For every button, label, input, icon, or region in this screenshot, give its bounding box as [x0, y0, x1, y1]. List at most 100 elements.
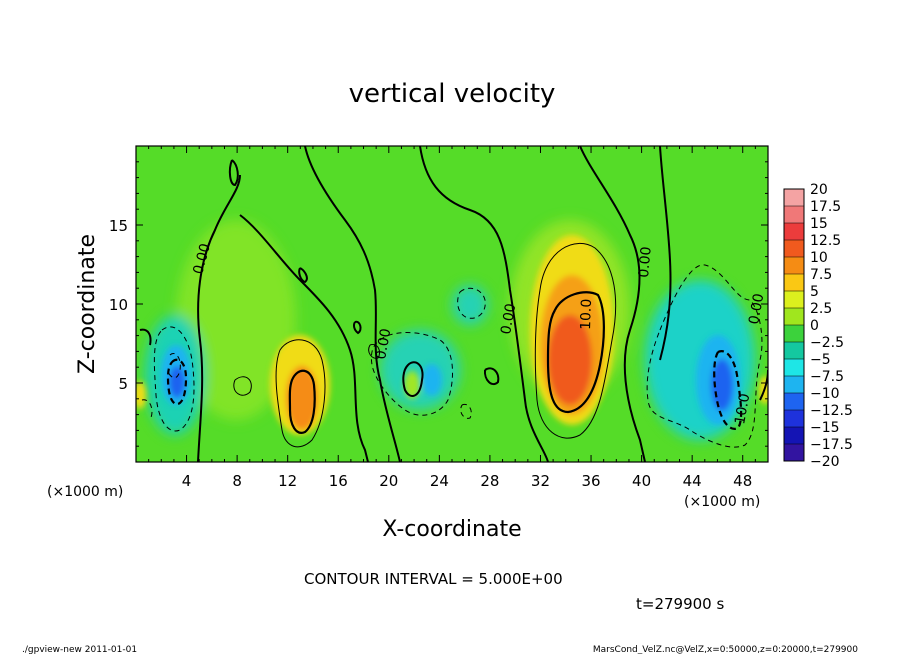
ten-contour: [546, 291, 605, 414]
colorbar-segment: [784, 189, 804, 207]
zero-contour: [228, 159, 239, 187]
colorbar-label: −2.5: [810, 335, 844, 351]
x-axis-title: X-coordinate: [382, 517, 521, 542]
contour-lines: [139, 146, 768, 462]
field-cores: [136, 235, 768, 435]
colorbar-segment: [784, 393, 804, 411]
x-tick-label: 28: [480, 472, 499, 490]
weak-downdraft-region: [380, 330, 460, 410]
y-tick-label: 5: [118, 375, 128, 393]
zero-contour: [304, 146, 401, 462]
contour-label: 10.0: [732, 392, 753, 425]
colorbar-label: −7.5: [810, 369, 844, 385]
zero-contour: [197, 174, 241, 462]
positive-contour: [368, 343, 381, 359]
updraft-core-right-inner: [548, 315, 592, 405]
colorbar-segment: [784, 325, 804, 343]
ten-contour: [288, 369, 316, 434]
downdraft-core-right-inner: [711, 359, 733, 411]
downdraft-core-center: [422, 364, 442, 396]
x-tick-label: 16: [329, 472, 348, 490]
colorbar-frame: [783, 188, 805, 462]
plot-area: 0.00 0.00 0.00 0.00 0.00 10.0 10.0: [136, 146, 768, 462]
colorbar-label: 2.5: [810, 301, 832, 317]
colorbar-label: 0: [810, 318, 819, 334]
x-tick-label: 48: [733, 472, 752, 490]
x-axis-ticks: 4 8 12 16 20 24 28 32 36 40 44 48: [148, 146, 769, 490]
negative-contour: [141, 399, 153, 421]
chart-title: vertical velocity: [349, 79, 556, 109]
colorbar-label: 20: [810, 182, 828, 198]
colorbar-segment: [784, 427, 804, 445]
colorbar-segment: [784, 342, 804, 360]
y-tick-label: 10: [109, 296, 128, 314]
contour-label: 0.00: [373, 327, 394, 360]
time-stamp: t=279900 s: [636, 595, 724, 613]
updraft-core-left-inner: [286, 366, 318, 430]
colorbar-label: −5: [810, 352, 831, 368]
contour-label: 0.00: [498, 302, 519, 335]
positive-contour: [534, 243, 617, 439]
colorbar-segment: [784, 291, 804, 309]
x-tick-label: 24: [430, 472, 449, 490]
updraft-small: [404, 371, 420, 399]
x-tick-label: 8: [232, 472, 242, 490]
x-tick-label: 12: [278, 472, 297, 490]
x-tick-label: 44: [683, 472, 702, 490]
x-unit-label-left: (×1000 m): [47, 484, 123, 500]
weak-updraft-region: [176, 220, 296, 420]
zero-contour: [483, 367, 500, 386]
zero-contour: [402, 361, 424, 397]
negative-contours: [141, 264, 763, 448]
colorbar: 2017.51512.5107.552.50−2.5−5−7.5−10−12.5…: [784, 182, 853, 470]
zero-contour: [239, 214, 369, 462]
positive-contour: [233, 376, 252, 396]
colorbar-label: 7.5: [810, 267, 832, 283]
colorbar-label: −20: [810, 454, 840, 470]
colorbar-segment: [784, 206, 804, 224]
zero-contour: [353, 320, 362, 335]
weak-downdraft-region: [452, 285, 488, 325]
negative-ten-contour: [166, 358, 188, 406]
strong-negative-contours: [166, 350, 743, 430]
footer-left: ./gpview-new 2011-01-01: [22, 645, 137, 654]
colorbar-label: −12.5: [810, 403, 853, 419]
x-unit-label-right: (×1000 m): [684, 494, 760, 510]
x-tick-label: 40: [632, 472, 651, 490]
footer-right: MarsCond_VelZ.nc@VelZ,x=0:50000,z=0:2000…: [593, 645, 858, 654]
y-axis-title: Z-coordinate: [75, 234, 100, 374]
colorbar-label: 15: [810, 216, 828, 232]
zero-contour: [579, 146, 646, 462]
updraft-edge: [136, 381, 146, 409]
colorbar-label: −10: [810, 386, 840, 402]
colorbar-segment: [784, 223, 804, 241]
contour-label: 10.0: [578, 298, 595, 330]
colorbar-label: 5: [810, 284, 819, 300]
contour-label: 0.00: [746, 292, 767, 325]
y-axis-ticks: 5 10 15: [109, 161, 768, 447]
negative-contour: [167, 353, 181, 379]
zero-contour: [419, 146, 549, 462]
contour-label: 0.00: [636, 246, 655, 278]
contour-label: 0.00: [190, 242, 214, 276]
colorbar-segment: [784, 376, 804, 394]
colorbar-label: 12.5: [810, 233, 841, 249]
negative-contour: [460, 403, 472, 419]
colorbar-segment: [784, 308, 804, 326]
negative-ten-contour: [713, 350, 743, 430]
negative-contour: [646, 264, 763, 448]
colorbar-label: −17.5: [810, 437, 853, 453]
zero-contour: [139, 328, 152, 346]
x-tick-label: 32: [531, 472, 550, 490]
negative-contour: [370, 332, 453, 416]
contour-interval: CONTOUR INTERVAL = 5.000E+00: [304, 570, 563, 588]
colorbar-label: 10: [810, 250, 828, 266]
x-tick-label: 20: [379, 472, 398, 490]
y-tick-label: 15: [109, 217, 128, 235]
colorbar-segment: [784, 359, 804, 377]
downdraft-core-left-inner: [169, 366, 185, 398]
colorbar-segment: [784, 444, 804, 462]
colorbar-segment: [784, 257, 804, 275]
x-tick-label: 36: [581, 472, 600, 490]
